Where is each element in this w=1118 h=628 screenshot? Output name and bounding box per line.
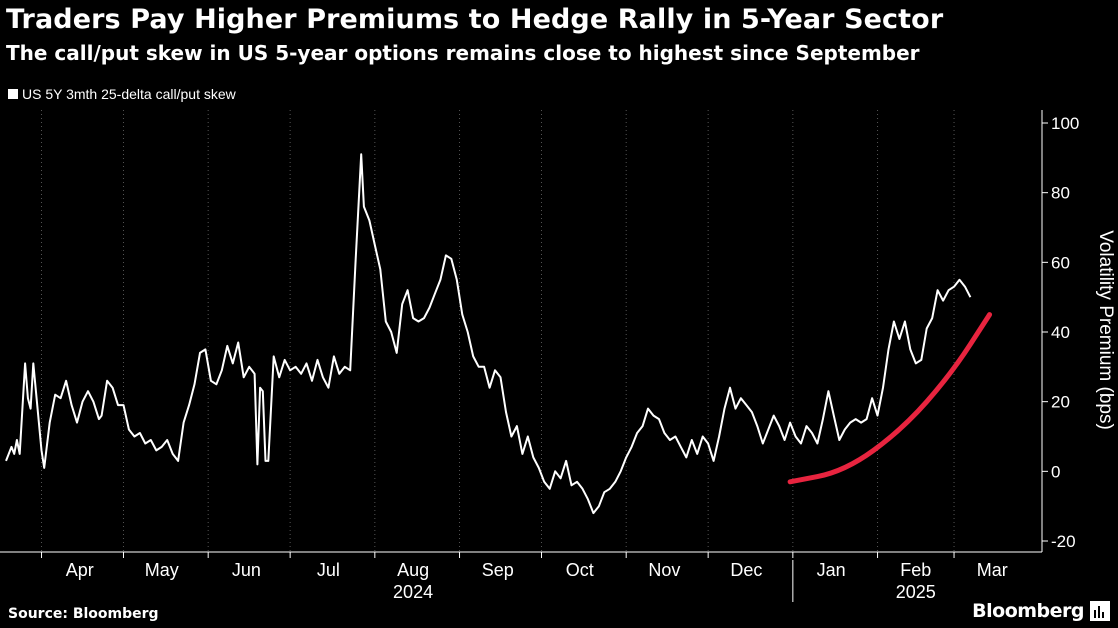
- y-tick-label: -20: [1051, 532, 1076, 551]
- x-year-label: 2025: [896, 582, 936, 602]
- x-tick-label: Apr: [66, 560, 94, 580]
- chart-subtitle: The call/put skew in US 5-year options r…: [6, 41, 920, 65]
- legend: US 5Y 3mth 25-delta call/put skew: [8, 86, 236, 102]
- bloomberg-logo: Bloomberg: [972, 600, 1110, 622]
- grid-layer: [41, 110, 955, 552]
- x-year-label: 2024: [393, 582, 433, 602]
- axis-layer: -20 0 20 40 60 80 100 Apr May Jun Jul Aug Sep Oct Nov D…: [0, 110, 1079, 602]
- x-tick-label: Feb: [900, 560, 931, 580]
- x-tick-label: Jun: [232, 560, 261, 580]
- x-tick-label: Sep: [482, 560, 514, 580]
- series-line: [5, 153, 972, 515]
- y-axis-label: Volatility Premium (bps): [1095, 230, 1116, 430]
- y-tick-label: 80: [1051, 184, 1070, 203]
- y-tick-label: 0: [1051, 462, 1060, 481]
- annotation-curve: [787, 312, 993, 485]
- x-tick-label: May: [145, 560, 179, 580]
- annotation-layer: [787, 312, 993, 485]
- legend-swatch: [8, 89, 18, 99]
- x-tick-label: Aug: [397, 560, 429, 580]
- y-tick-label: 100: [1051, 114, 1079, 133]
- legend-label: US 5Y 3mth 25-delta call/put skew: [22, 86, 236, 102]
- x-tick-label: Jan: [817, 560, 846, 580]
- y-tick-label: 40: [1051, 323, 1070, 342]
- bloomberg-terminal-icon: [1090, 601, 1110, 621]
- x-tick-label: Nov: [648, 560, 680, 580]
- y-tick-label: 60: [1051, 253, 1070, 272]
- x-tick-label: Dec: [730, 560, 762, 580]
- brand-name: Bloomberg: [972, 600, 1084, 622]
- series-layer: [5, 153, 972, 515]
- chart-title: Traders Pay Higher Premiums to Hedge Ral…: [6, 4, 944, 35]
- x-tick-label: Mar: [977, 560, 1008, 580]
- x-tick-label: Oct: [566, 560, 594, 580]
- y-tick-label: 20: [1051, 393, 1070, 412]
- source-note: Source: Bloomberg: [8, 606, 159, 622]
- x-tick-label: Jul: [317, 560, 340, 580]
